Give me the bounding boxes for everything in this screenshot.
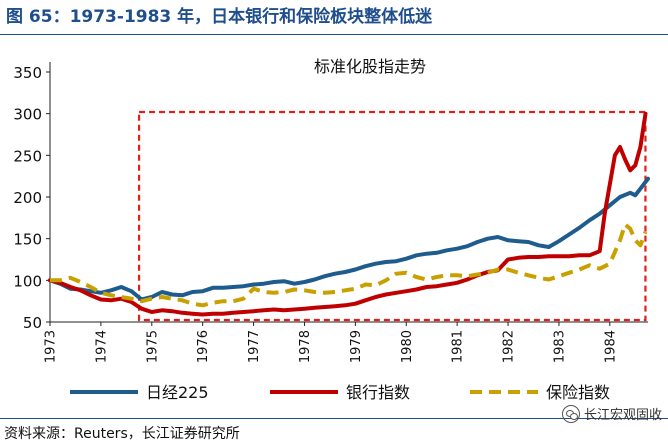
y-tick-label: 350: [13, 64, 42, 82]
x-tick-label: 1975: [145, 330, 160, 363]
x-tick-label: 1981: [451, 330, 466, 363]
watermark: 长江宏观固收: [561, 404, 662, 423]
x-tick-label: 1976: [196, 330, 211, 363]
x-tick-label: 1973: [44, 330, 59, 363]
series-line-1: [48, 176, 650, 302]
y-tick-label: 300: [13, 106, 42, 124]
source-divider: [0, 418, 668, 419]
axes: 50 100 150 200 250 300 350 1973 1974 1975 1976 1977…: [13, 62, 648, 363]
x-tick-label: 1979: [349, 330, 364, 363]
y-tick-label: 250: [13, 147, 42, 165]
title-divider: [0, 34, 668, 35]
series-line-2: [48, 111, 648, 317]
legend-label-1: 日经225: [146, 383, 209, 402]
wechat-icon: [561, 404, 580, 423]
chart-title: 标准化股指走势: [314, 57, 426, 76]
y-tick-label: 100: [13, 272, 42, 290]
source-note: 资料来源：Reuters，长江证券研究所: [4, 426, 240, 442]
legend-label-3: 保险指数: [546, 383, 610, 402]
highlight-box: [137, 110, 647, 322]
series-line-3: [50, 222, 648, 308]
x-tick-label: 1974: [94, 330, 109, 363]
figure-title: 图 65：1973-1983 年，日本银行和保险板块整体低迷: [6, 7, 433, 27]
x-tick-label: 1977: [247, 330, 262, 363]
watermark-text: 长江宏观固收: [583, 408, 662, 423]
x-tick-label: 1984: [603, 330, 618, 363]
highlight-box-layer: [137, 110, 647, 322]
y-tick-label: 50: [23, 314, 42, 332]
legend-label-2: 银行指数: [346, 383, 410, 402]
x-tick-label: 1978: [298, 330, 313, 363]
x-tick-label: 1982: [502, 330, 517, 363]
y-tick-label: 150: [13, 231, 42, 249]
x-tick-label: 1980: [400, 330, 415, 363]
legend: 日经225 银行指数 保险指数: [70, 383, 610, 402]
x-tick-label: 1983: [552, 330, 567, 363]
series-layer: [48, 111, 650, 317]
y-tick-label: 200: [13, 189, 42, 207]
